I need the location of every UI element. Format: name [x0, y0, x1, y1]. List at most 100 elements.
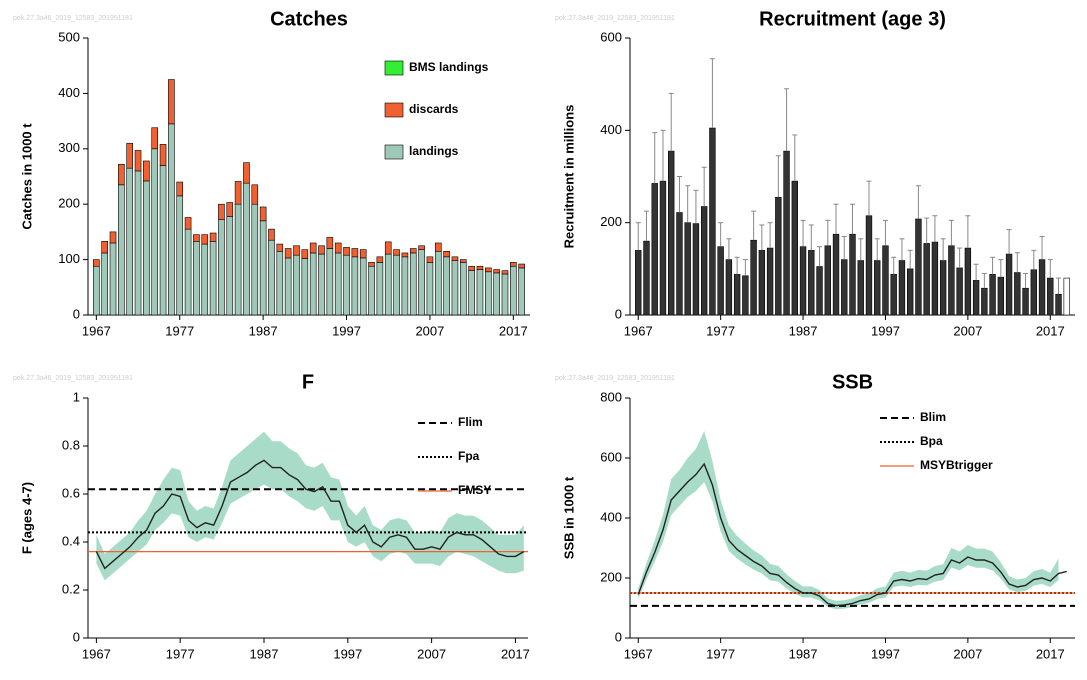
- bar-segment: [134, 150, 142, 172]
- bar-segment: [368, 265, 375, 316]
- bar-segment: [218, 219, 225, 316]
- bar-segment: [251, 203, 259, 316]
- bar-segment: [143, 160, 150, 182]
- bar-segment: [276, 243, 284, 252]
- legend-swatch: [384, 144, 404, 160]
- x-tick-label: 1987: [249, 323, 278, 338]
- bar: [733, 274, 741, 316]
- bar-segment: [459, 259, 467, 263]
- bar: [1055, 293, 1062, 316]
- y-axis-label: Recruitment in millions: [561, 105, 576, 249]
- bar-segment: [368, 262, 375, 267]
- chart-title: SSB: [832, 371, 873, 393]
- bar-segment: [284, 248, 292, 259]
- x-tick-label: 1967: [82, 323, 111, 338]
- bar-segment: [93, 265, 100, 316]
- bar-segment: [184, 228, 192, 316]
- x-tick-label: 2017: [1036, 323, 1065, 338]
- watermark: pok.27.3a46_2019_12583_201951181: [13, 15, 133, 22]
- bar: [766, 247, 774, 316]
- x-tick-label: 1977: [706, 646, 735, 661]
- bar: [709, 127, 716, 316]
- bar-segment: [351, 256, 359, 316]
- bar-segment: [476, 269, 484, 316]
- y-tick-label: 0: [615, 306, 622, 321]
- bar-segment: [193, 241, 200, 316]
- bar: [956, 267, 963, 316]
- bar-segment: [318, 253, 325, 316]
- legend-label: Bpa: [920, 434, 943, 448]
- x-tick-label: 2017: [1036, 646, 1065, 661]
- bar-segment: [384, 253, 392, 316]
- x-tick-label: 1997: [333, 646, 362, 661]
- bar-segment: [484, 271, 492, 316]
- bar-segment: [426, 262, 434, 316]
- bar-segment: [293, 254, 300, 316]
- bar-segment: [384, 241, 392, 255]
- x-tick-label: 2007: [415, 323, 444, 338]
- bar: [1063, 277, 1070, 316]
- bar: [668, 150, 675, 316]
- bar-segment: [268, 239, 275, 316]
- bar-segment: [359, 249, 367, 259]
- bar-segment: [259, 220, 267, 316]
- bar-segment: [334, 242, 342, 254]
- bar-segment: [418, 245, 425, 250]
- bar: [643, 240, 650, 316]
- x-tick-label: 1977: [166, 646, 195, 661]
- bar-segment: [293, 245, 300, 256]
- bar: [907, 268, 914, 316]
- x-tick-label: 1987: [789, 646, 818, 661]
- bar-segment: [343, 247, 350, 256]
- estimate-line: [637, 462, 1067, 607]
- x-tick-label: 1977: [165, 323, 194, 338]
- bar-segment: [318, 245, 325, 255]
- bar-segment: [409, 252, 417, 316]
- bar: [700, 206, 708, 316]
- x-tick-label: 1987: [789, 323, 818, 338]
- y-tick-label: 0.6: [62, 485, 80, 500]
- bar: [882, 245, 889, 316]
- y-axis-label: Catches in 1000 t: [19, 123, 34, 230]
- bar-segment: [234, 181, 242, 205]
- bar-segment: [326, 237, 334, 249]
- legend-label: landings: [409, 144, 459, 158]
- bar: [816, 266, 823, 316]
- bar-segment: [510, 262, 517, 267]
- bar: [750, 239, 757, 316]
- bar-segment: [401, 252, 409, 258]
- y-tick-label: 400: [600, 122, 622, 137]
- legend-swatch: [384, 60, 404, 76]
- bar-segment: [201, 243, 209, 316]
- bar-segment: [101, 252, 108, 316]
- bar-segment: [518, 263, 525, 269]
- bar-segment: [301, 258, 309, 316]
- legend-swatch: [384, 102, 404, 118]
- bar-segment: [376, 256, 384, 263]
- watermark: pok.27.3a46_2019_12583_201951181: [13, 375, 133, 382]
- bar: [931, 241, 939, 316]
- confidence-band: [638, 431, 1059, 610]
- x-tick-label: 1977: [706, 323, 735, 338]
- bar: [725, 259, 733, 316]
- bar: [684, 222, 691, 316]
- legend-label: MSYBtrigger: [920, 458, 993, 472]
- bar-segment: [434, 242, 442, 252]
- bar-segment: [276, 250, 284, 316]
- bar-segment: [501, 273, 509, 316]
- chart-title: Catches: [270, 8, 348, 30]
- bar-segment: [209, 232, 217, 242]
- y-tick-label: 200: [58, 196, 80, 211]
- bar: [1030, 269, 1037, 316]
- chart-title: Recruitment (age 3): [759, 8, 946, 30]
- bar-segment: [418, 249, 425, 316]
- bar-segment: [134, 170, 142, 316]
- y-tick-label: 500: [58, 29, 80, 44]
- bar: [676, 212, 683, 316]
- bar: [808, 250, 815, 316]
- bar-segment: [218, 203, 225, 221]
- bar: [742, 275, 749, 316]
- y-tick-label: 0.8: [62, 437, 80, 452]
- bar: [981, 287, 988, 316]
- bar: [898, 260, 906, 316]
